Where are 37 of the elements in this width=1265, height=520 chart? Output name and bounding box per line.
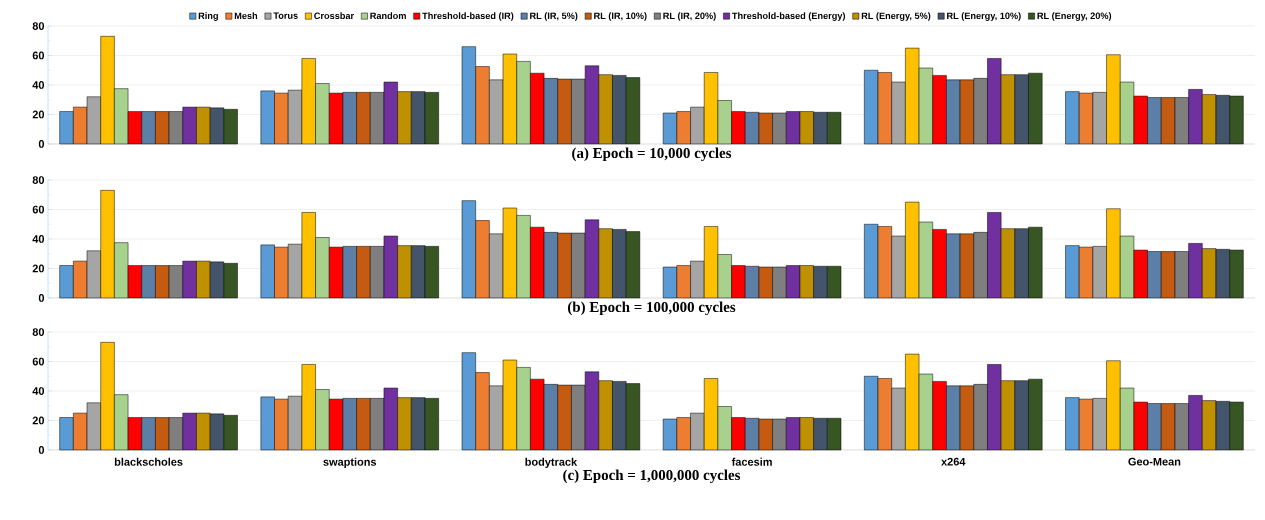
y-tick-label: 40 xyxy=(32,387,45,395)
x-tick-label: swaptions xyxy=(323,457,377,468)
y-tick-label: 40 xyxy=(32,81,45,89)
y-tick-label: 60 xyxy=(32,357,45,366)
y-tick-label: 0 xyxy=(38,446,45,454)
legend-label: RL (IR, 20%) xyxy=(663,12,716,21)
x-tick-label: Geo-Mean xyxy=(1128,457,1181,466)
y-tick-label: 80 xyxy=(32,22,45,30)
y-tick-label: 40 xyxy=(32,235,45,243)
legend-label: RL (IR, 10%) xyxy=(594,12,647,21)
y-tick-label: 80 xyxy=(32,176,45,184)
x-tick-label: facesim xyxy=(731,457,772,466)
legend-label: Torus xyxy=(273,12,298,19)
legend-label: Mesh xyxy=(234,12,258,20)
text: (b) Epoch = 100,000 cycles xyxy=(568,301,736,316)
y-tick-label: 0 xyxy=(38,294,45,302)
y-tick-label: 20 xyxy=(32,264,45,273)
y-tick-label: 0 xyxy=(38,140,45,148)
legend-label: Threshold-based (IR) xyxy=(422,12,514,21)
y-tick-label: 60 xyxy=(32,205,45,214)
legend-label: RL (IR, 5%) xyxy=(530,12,578,21)
y-tick-label: 20 xyxy=(32,110,45,119)
legend-label: Crossbar xyxy=(314,12,354,20)
y-tick-label: 20 xyxy=(32,416,45,425)
text: (c) Epoch = 1,000,000 cycles xyxy=(563,469,741,484)
x-tick-label: bodytrack xyxy=(525,457,578,468)
x-tick-label: x264 xyxy=(941,457,966,466)
legend-label: Random xyxy=(370,12,406,20)
text: (a) Epoch = 10,000 cycles xyxy=(572,147,732,162)
legend-label: Threshold-based (Energy) xyxy=(732,12,846,21)
legend-label: Ring xyxy=(198,12,218,21)
x-tick-label: blackscholes xyxy=(114,457,183,466)
legend-label: RL (Energy, 5%) xyxy=(861,12,931,21)
y-tick-label: 60 xyxy=(32,51,45,60)
legend-label: RL (Energy, 20%) xyxy=(1037,12,1112,21)
legend-label: RL (Energy, 10%) xyxy=(947,12,1021,21)
y-tick-label: 80 xyxy=(32,328,45,336)
